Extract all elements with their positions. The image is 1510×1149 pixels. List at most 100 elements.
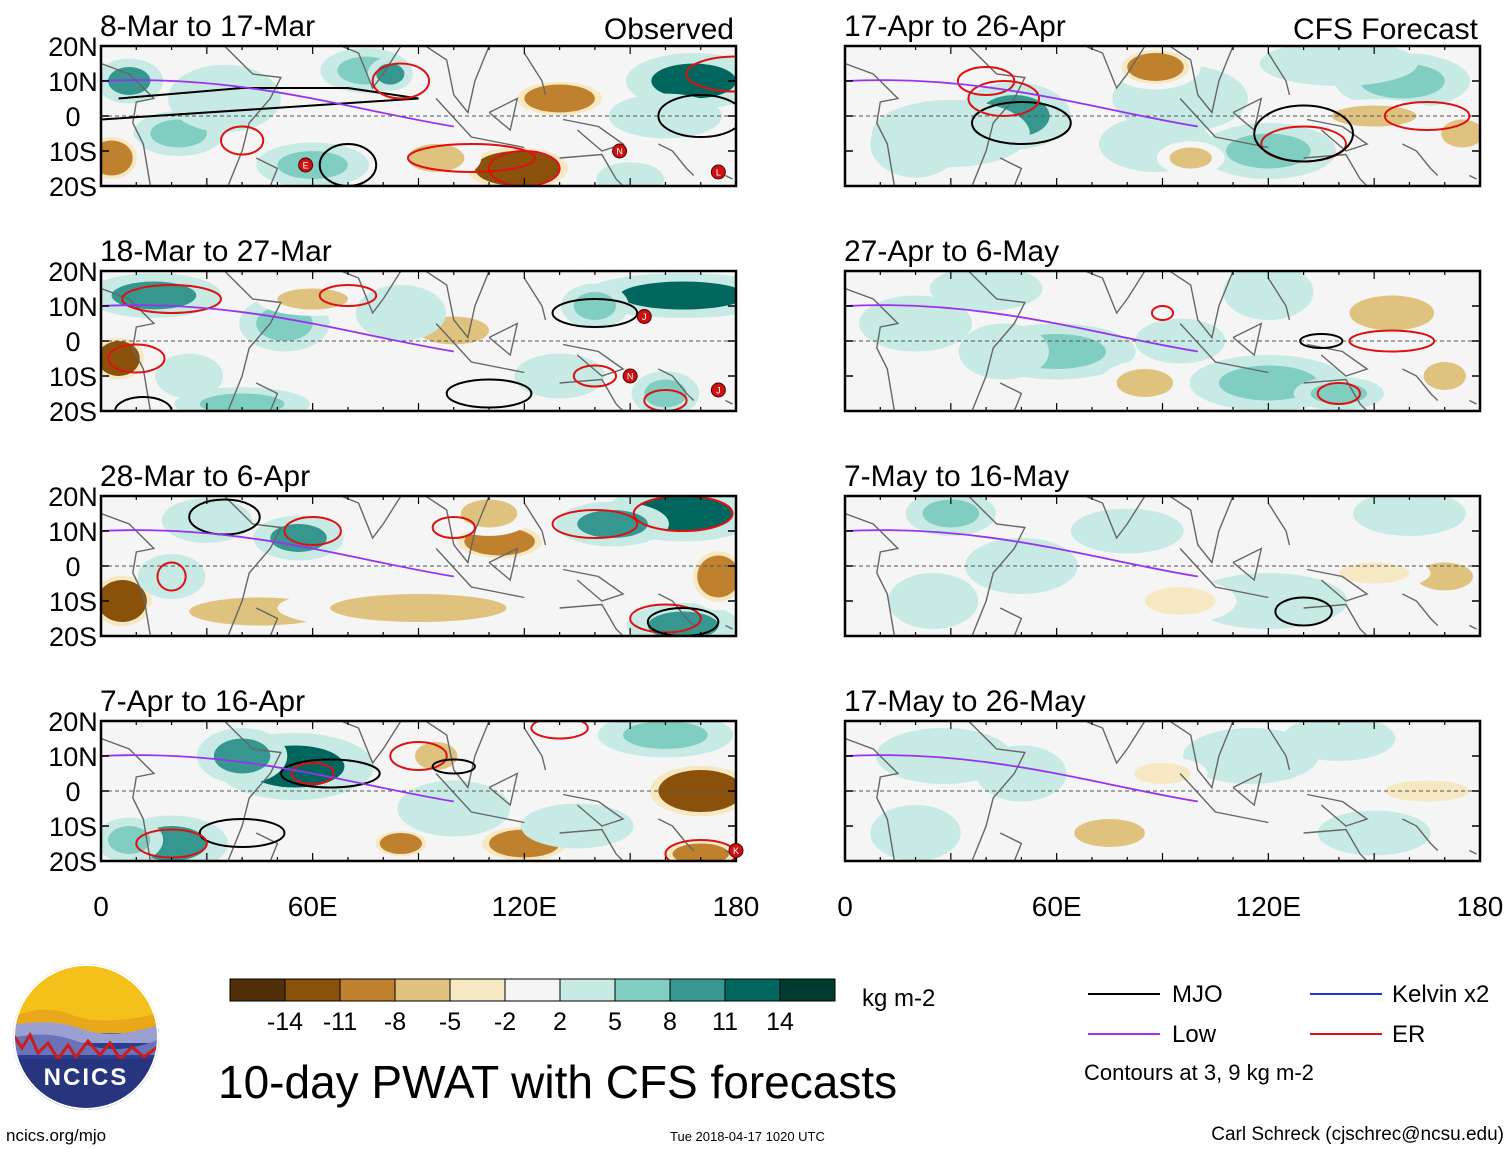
anomaly-blob xyxy=(1338,562,1410,584)
y-tick-label: 10N xyxy=(48,742,98,772)
site-url[interactable]: ncics.org/mjo xyxy=(6,1126,107,1145)
cyclone-marker-label: J xyxy=(716,386,721,396)
wave-contour xyxy=(107,343,166,374)
coastline xyxy=(435,323,525,374)
colorbar-tick-label: -5 xyxy=(439,1008,461,1036)
anomaly-blob xyxy=(922,499,980,528)
coastline xyxy=(559,153,624,186)
colorbar-tick-label: 5 xyxy=(608,1008,622,1036)
coastline xyxy=(562,793,625,827)
wave-contour xyxy=(121,284,222,314)
anomaly-blob xyxy=(372,295,430,331)
map-panel: 27-Apr to 6-May xyxy=(843,235,1482,413)
wave-contour xyxy=(1316,382,1362,405)
wave-contour xyxy=(283,516,342,546)
wave-contour xyxy=(371,62,431,100)
anomaly-blob xyxy=(199,393,285,411)
colorbar-tick-label: -11 xyxy=(323,1008,357,1036)
wave-contour xyxy=(1383,101,1471,131)
coastline xyxy=(101,62,156,186)
x-tick-label: 120E xyxy=(492,891,557,922)
coastline xyxy=(658,593,695,626)
coastline xyxy=(968,46,1026,186)
x-tick-label: 0 xyxy=(93,891,109,922)
coastline xyxy=(1179,323,1269,374)
wave-contour xyxy=(101,87,419,121)
anomaly-blob xyxy=(414,742,458,770)
coastline xyxy=(101,737,156,861)
legend-label-kelvin: Kelvin x2 xyxy=(1392,981,1490,1008)
y-tick-label: 10N xyxy=(48,517,98,547)
anomaly-blob xyxy=(1151,327,1209,355)
column-header: CFS Forecast xyxy=(1293,13,1479,46)
timestamp: Tue 2018-04-17 1020 UTC xyxy=(670,1129,825,1144)
colorbar-swatch xyxy=(724,978,781,1002)
coastline xyxy=(1169,496,1234,565)
coastline xyxy=(559,378,624,411)
coastline xyxy=(845,287,900,411)
colorbar-units: kg m-2 xyxy=(862,985,936,1012)
wave-contour xyxy=(657,94,736,138)
coastline xyxy=(1402,368,1439,401)
coastline xyxy=(523,277,547,321)
anomaly-blob xyxy=(1134,763,1191,784)
coastline xyxy=(562,118,625,152)
colorbar-swatch xyxy=(394,978,451,1002)
wave-contour xyxy=(318,143,378,186)
cyclone-marker xyxy=(298,157,314,173)
coastline xyxy=(1232,547,1263,582)
wave-contour xyxy=(290,762,335,785)
colorbar-swatch xyxy=(229,978,286,1002)
anomaly-blob xyxy=(1144,587,1216,615)
anomaly-blob xyxy=(1374,499,1445,528)
y-tick-label: 20S xyxy=(49,172,97,202)
colorbar-swatch xyxy=(284,978,341,1002)
coastline xyxy=(1303,378,1368,411)
coastline xyxy=(1306,343,1369,377)
coastline xyxy=(1469,399,1477,405)
anomaly-blob xyxy=(531,362,588,390)
coastline xyxy=(255,607,279,636)
coastline xyxy=(1306,793,1369,827)
wave-contour xyxy=(572,364,618,388)
cyclone-marker-label: L xyxy=(716,168,721,178)
coastline xyxy=(1306,568,1369,602)
cyclone-marker-label: E xyxy=(303,161,309,171)
y-tick-label: 0 xyxy=(65,552,80,582)
y-tick-label: 0 xyxy=(65,777,80,807)
wave-contour xyxy=(646,607,720,636)
anomaly-blob xyxy=(270,524,327,552)
anomaly-blob xyxy=(407,144,465,172)
author-credit: Carl Schreck (cjschrec@ncsu.edu) xyxy=(1211,1124,1504,1145)
x-tick-label: 180 xyxy=(1457,891,1504,922)
anomaly-blob xyxy=(108,826,151,854)
low-contour xyxy=(845,529,1198,578)
anomaly-blob xyxy=(1289,49,1389,78)
coastline xyxy=(725,399,733,405)
wave-contour xyxy=(664,839,736,861)
cyclone-marker xyxy=(612,143,628,159)
anomaly-blob xyxy=(376,63,405,85)
panel-period-label: 8-Mar to 17-Mar xyxy=(100,10,315,43)
anomaly-blob xyxy=(330,594,507,622)
legend-label-mjo: MJO xyxy=(1172,981,1223,1008)
cyclone-marker xyxy=(728,843,744,858)
wave-contour xyxy=(198,818,286,848)
cyclone-marker-label: J xyxy=(642,312,647,322)
anomaly-blob xyxy=(101,140,133,176)
wave-contour xyxy=(219,125,265,156)
coastline xyxy=(1306,118,1369,152)
wave-contour xyxy=(530,721,589,740)
wave-contour xyxy=(279,758,381,789)
anomaly-blob xyxy=(101,580,147,622)
coastline xyxy=(658,818,695,851)
coastline xyxy=(845,512,900,636)
coastline xyxy=(435,773,525,824)
wave-contour xyxy=(967,80,1041,117)
coastline xyxy=(1267,277,1291,321)
anomaly-blob xyxy=(1338,819,1410,847)
coastline xyxy=(562,568,625,602)
coastline xyxy=(1084,46,1146,90)
low-contour xyxy=(101,79,454,128)
